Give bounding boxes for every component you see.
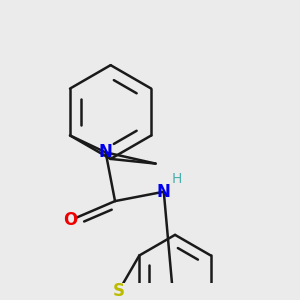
Text: H: H bbox=[172, 172, 182, 186]
Text: O: O bbox=[63, 211, 77, 229]
Text: S: S bbox=[113, 282, 125, 300]
Text: N: N bbox=[99, 143, 112, 161]
Text: N: N bbox=[157, 183, 171, 201]
